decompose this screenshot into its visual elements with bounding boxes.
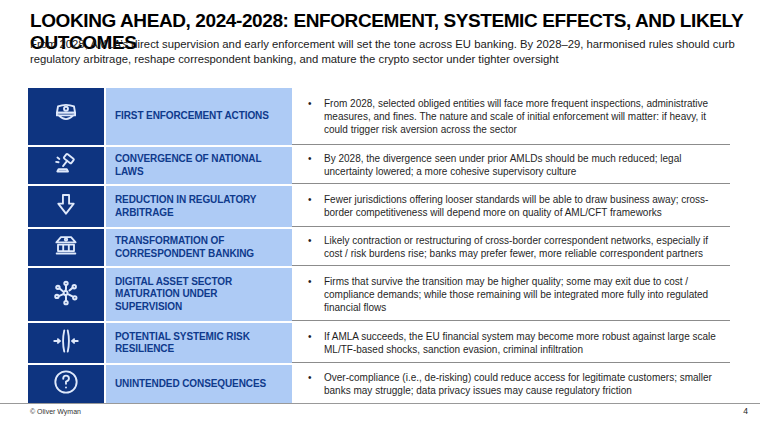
icon-cell	[28, 323, 104, 363]
row-label: DIGITAL ASSET SECTOR MATURATION UNDER SU…	[106, 268, 292, 321]
copyright-text: © Oliver Wyman	[30, 408, 81, 415]
icon-cell	[28, 88, 104, 145]
row-body: Over-compliance (i.e., de-risking) could…	[292, 365, 730, 403]
table-row: DIGITAL ASSET SECTOR MATURATION UNDER SU…	[28, 268, 730, 321]
table-row: FIRST ENFORCEMENT ACTIONS From 2028, sel…	[28, 88, 730, 145]
police-cap-icon	[50, 99, 82, 135]
icon-cell	[28, 365, 104, 403]
converging-arrows-icon	[50, 325, 82, 361]
page-number: 4	[743, 406, 748, 416]
gavel-icon	[50, 148, 82, 184]
outcomes-table: FIRST ENFORCEMENT ACTIONS From 2028, sel…	[28, 88, 730, 403]
row-label: REDUCTION IN REGULATORY ARBITRAGE	[106, 186, 292, 227]
bullet-text: By 2028, the divergence seen under prior…	[306, 152, 722, 178]
icon-cell	[28, 147, 104, 184]
row-label: CONVERGENCE OF NATIONAL LAWS	[106, 147, 292, 184]
row-body: Fewer jurisdictions offering looser stan…	[292, 186, 730, 227]
footer-divider	[0, 403, 760, 404]
bullet-text: Likely contraction or restructuring of c…	[306, 234, 722, 260]
row-body: From 2028, selected obliged entities wil…	[292, 88, 730, 145]
down-arrow-icon	[50, 189, 82, 225]
bullet-text: From 2028, selected obliged entities wil…	[306, 97, 722, 136]
icon-cell	[28, 229, 104, 266]
table-row: UNINTENDED CONSEQUENCES Over-compliance …	[28, 365, 730, 403]
bullet-text: Fewer jurisdictions offering looser stan…	[306, 193, 722, 219]
bullet-text: Over-compliance (i.e., de-risking) could…	[306, 371, 722, 397]
row-body: Firms that survive the transition may be…	[292, 268, 730, 321]
row-body: By 2028, the divergence seen under prior…	[292, 147, 730, 184]
bullet-text: If AMLA succeeds, the EU financial syste…	[306, 330, 722, 356]
table-row: TRANSFORMATION OF CORRESPONDENT BANKING …	[28, 229, 730, 266]
row-label: POTENTIAL SYSTEMIC RISK RESILIENCE	[106, 323, 292, 363]
bank-building-icon	[50, 230, 82, 266]
table-row: POTENTIAL SYSTEMIC RISK RESILIENCE If AM…	[28, 323, 730, 363]
table-row: CONVERGENCE OF NATIONAL LAWS By 2028, th…	[28, 147, 730, 184]
page-subtitle: From 2028, AMLA’s direct supervision and…	[30, 37, 736, 66]
table-row: REDUCTION IN REGULATORY ARBITRAGE Fewer …	[28, 186, 730, 227]
icon-cell	[28, 268, 104, 321]
question-mark-icon	[50, 366, 82, 402]
icon-cell	[28, 186, 104, 227]
bullet-text: Firms that survive the transition may be…	[306, 275, 722, 314]
row-label: FIRST ENFORCEMENT ACTIONS	[106, 88, 292, 145]
slide: LOOKING AHEAD, 2024-2028: ENFORCEMENT, S…	[0, 0, 760, 428]
row-body: Likely contraction or restructuring of c…	[292, 229, 730, 266]
row-label: UNINTENDED CONSEQUENCES	[106, 365, 292, 403]
row-body: If AMLA succeeds, the EU financial syste…	[292, 323, 730, 363]
row-label: TRANSFORMATION OF CORRESPONDENT BANKING	[106, 229, 292, 266]
digital-circuit-icon	[49, 276, 83, 314]
